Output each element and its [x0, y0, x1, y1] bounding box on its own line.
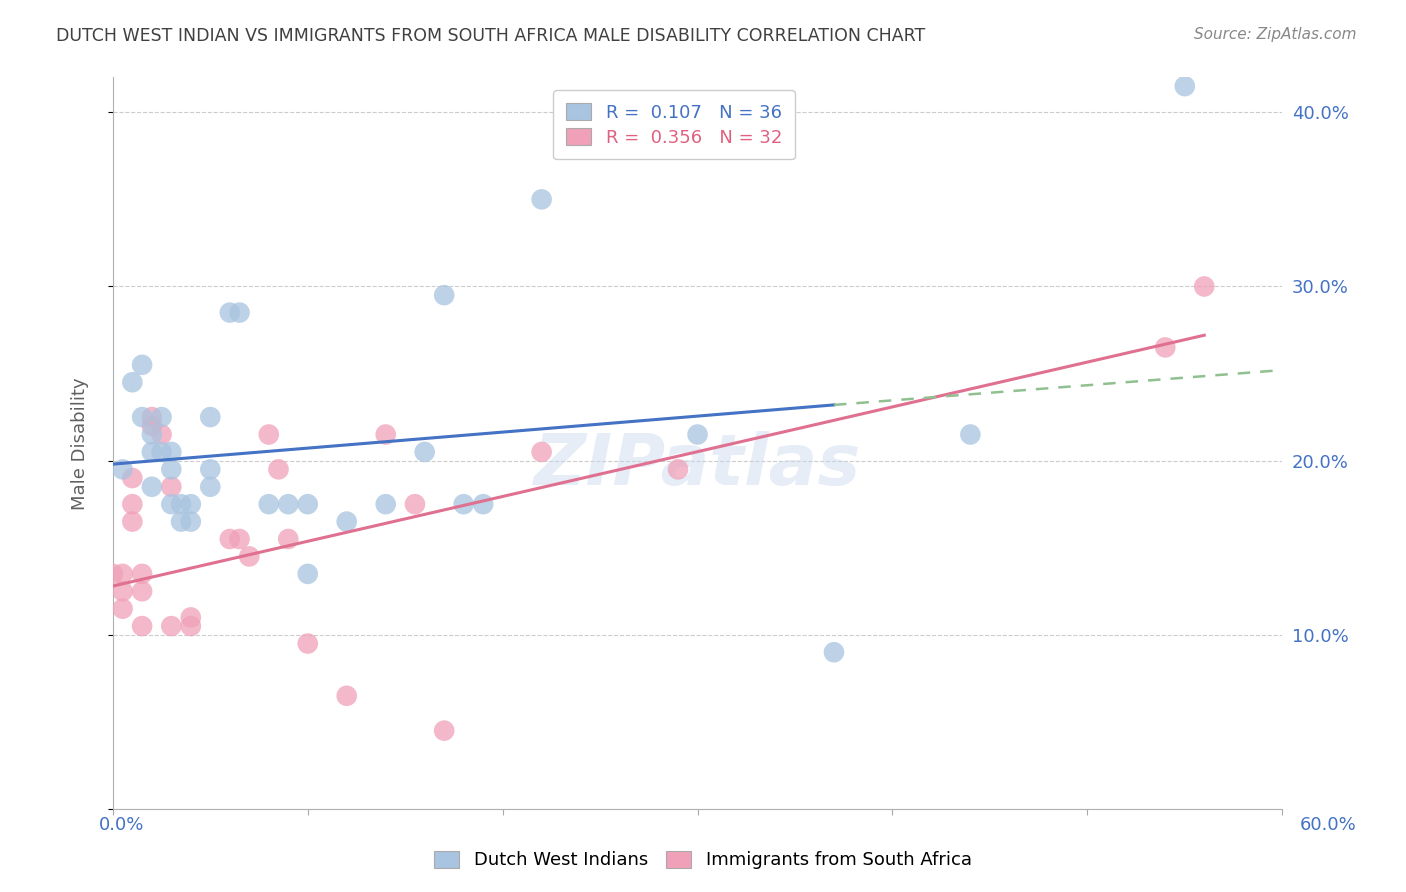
- Point: [433, 288, 456, 302]
- Point: [131, 566, 153, 581]
- Point: [1154, 340, 1177, 354]
- Text: DUTCH WEST INDIAN VS IMMIGRANTS FROM SOUTH AFRICA MALE DISABILITY CORRELATION CH: DUTCH WEST INDIAN VS IMMIGRANTS FROM SOU…: [56, 27, 925, 45]
- Point: [686, 427, 709, 442]
- Point: [433, 723, 456, 738]
- Point: [121, 497, 143, 511]
- Point: [141, 427, 163, 442]
- Point: [121, 515, 143, 529]
- Y-axis label: Male Disability: Male Disability: [72, 377, 89, 509]
- Point: [228, 305, 250, 319]
- Point: [101, 566, 124, 581]
- Point: [228, 532, 250, 546]
- Point: [111, 584, 134, 599]
- Point: [472, 497, 495, 511]
- Point: [131, 358, 153, 372]
- Point: [200, 462, 222, 476]
- Legend: R =  0.107   N = 36, R =  0.356   N = 32: R = 0.107 N = 36, R = 0.356 N = 32: [554, 90, 794, 160]
- Point: [530, 193, 553, 207]
- Point: [336, 515, 359, 529]
- Point: [823, 645, 845, 659]
- Point: [170, 497, 193, 511]
- Point: [131, 584, 153, 599]
- Point: [150, 410, 173, 425]
- Text: 0.0%: 0.0%: [98, 816, 143, 834]
- Point: [413, 445, 436, 459]
- Point: [111, 566, 134, 581]
- Point: [180, 610, 202, 624]
- Point: [238, 549, 260, 564]
- Point: [111, 462, 134, 476]
- Point: [131, 619, 153, 633]
- Point: [160, 619, 183, 633]
- Point: [267, 462, 290, 476]
- Point: [374, 497, 396, 511]
- Point: [121, 376, 143, 390]
- Point: [200, 480, 222, 494]
- Point: [170, 515, 193, 529]
- Point: [530, 445, 553, 459]
- Point: [404, 497, 426, 511]
- Point: [141, 418, 163, 433]
- Point: [297, 636, 319, 650]
- Point: [257, 497, 280, 511]
- Point: [218, 532, 240, 546]
- Point: [1194, 279, 1216, 293]
- Point: [150, 445, 173, 459]
- Point: [180, 497, 202, 511]
- Point: [141, 410, 163, 425]
- Point: [277, 532, 299, 546]
- Text: ZIPatlas: ZIPatlas: [534, 431, 862, 500]
- Text: 60.0%: 60.0%: [1301, 816, 1357, 834]
- Point: [297, 566, 319, 581]
- Point: [959, 427, 981, 442]
- Point: [666, 462, 689, 476]
- Point: [160, 497, 183, 511]
- Point: [218, 305, 240, 319]
- Point: [336, 689, 359, 703]
- Point: [141, 480, 163, 494]
- Point: [257, 427, 280, 442]
- Point: [297, 497, 319, 511]
- Point: [200, 410, 222, 425]
- Point: [160, 462, 183, 476]
- Legend: Dutch West Indians, Immigrants from South Africa: Dutch West Indians, Immigrants from Sout…: [425, 842, 981, 879]
- Point: [453, 497, 475, 511]
- Point: [141, 445, 163, 459]
- Point: [150, 427, 173, 442]
- Point: [121, 471, 143, 485]
- Point: [1174, 79, 1197, 94]
- Point: [131, 410, 153, 425]
- Point: [111, 601, 134, 615]
- Point: [277, 497, 299, 511]
- Point: [160, 445, 183, 459]
- Text: Source: ZipAtlas.com: Source: ZipAtlas.com: [1194, 27, 1357, 42]
- Point: [374, 427, 396, 442]
- Point: [160, 480, 183, 494]
- Point: [180, 515, 202, 529]
- Point: [180, 619, 202, 633]
